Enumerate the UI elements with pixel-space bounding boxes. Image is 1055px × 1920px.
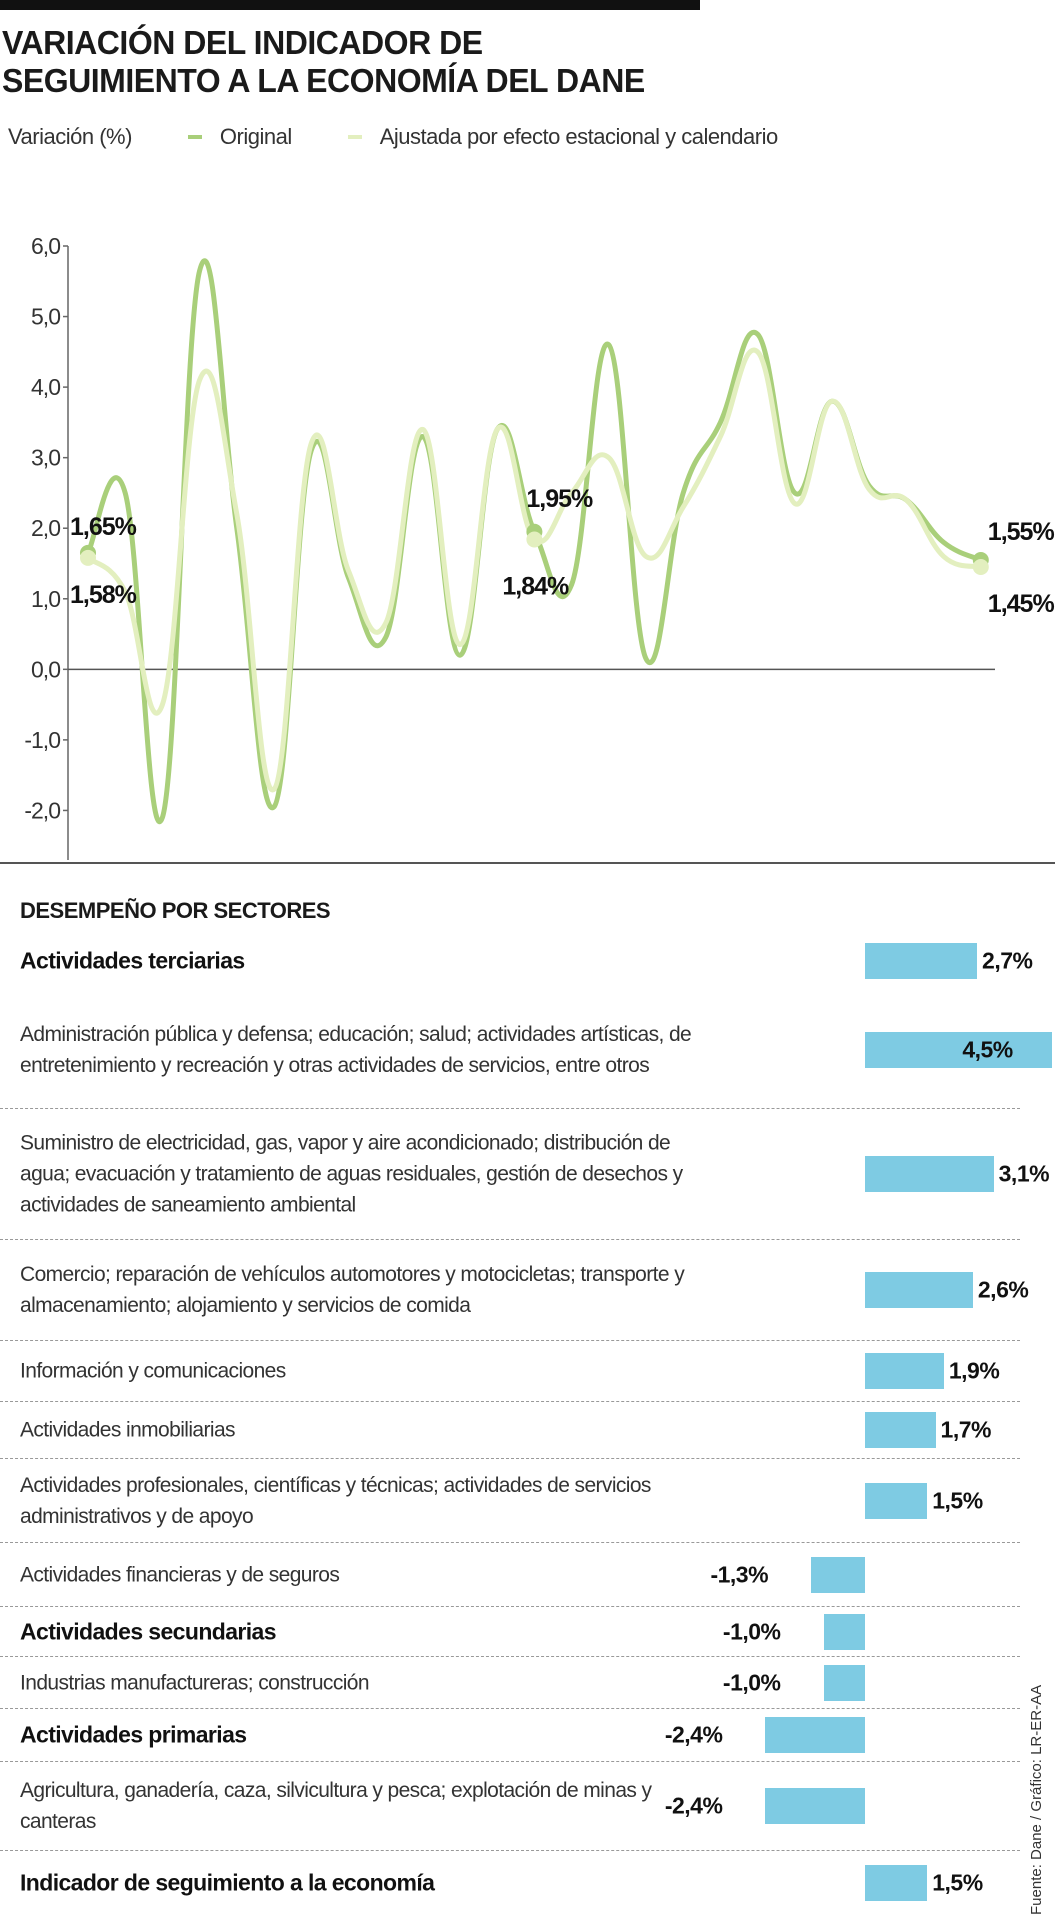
- sector-label: Actividades primarias: [20, 1721, 247, 1748]
- sector-row: Actividades financieras y de seguros -1,3…: [0, 1543, 1020, 1607]
- sector-bar: [865, 1353, 944, 1389]
- source-credit: Fuente: Dane / Gráfico: LR-ER-AA: [1028, 1684, 1045, 1915]
- sector-bar: [823, 1613, 865, 1650]
- sector-row: Actividades secundarias -1,0%: [0, 1607, 1020, 1657]
- sector-value: 1,5%: [932, 1487, 983, 1513]
- legend-swatch-original: [187, 135, 202, 139]
- legend-label-original: Original: [219, 124, 292, 149]
- sector-label: Suministro de electricidad, gas, vapor y…: [20, 1131, 683, 1217]
- sector-label: Actividades profesionales, científicas y…: [20, 1473, 651, 1528]
- sector-row: Actividades profesionales, científicas y…: [0, 1459, 1020, 1543]
- sector-row: Actividades inmobiliarias 1,7%: [0, 1402, 1020, 1459]
- y-tick-label: 1,0: [31, 586, 60, 612]
- y-tick-label: -2,0: [24, 797, 60, 823]
- sector-bar: [865, 1865, 928, 1901]
- sector-bar: [811, 1556, 865, 1593]
- y-tick-label: 4,0: [31, 374, 60, 400]
- data-point-marker: [80, 549, 96, 566]
- sector-row: Indicador de seguimiento a la economía 1,…: [0, 1851, 1020, 1915]
- sector-row: Actividades primarias -2,4%: [0, 1709, 1020, 1762]
- sector-label: Actividades financieras y de seguros: [20, 1563, 340, 1586]
- sector-value: 4,5%: [962, 1036, 1013, 1062]
- sector-label: Actividades secundarias: [20, 1618, 277, 1644]
- y-tick-label: 6,0: [31, 233, 60, 259]
- top-rule: [0, 0, 700, 10]
- chart-legend: Variación (%) Original Ajustada por efec…: [8, 124, 778, 150]
- sector-value: -2,4%: [664, 1721, 723, 1748]
- sectors-title: DESEMPEÑO POR SECTORES: [20, 898, 331, 923]
- legend-label-adjusted: Ajustada por efecto estacional y calenda…: [379, 124, 778, 149]
- line-chart: 6,05,04,03,02,01,00,0-1,0-2,0-3,0enefebm…: [24, 233, 1055, 860]
- page-title: VARIACIÓN DEL INDICADOR DE SEGUIMIENTO A…: [2, 24, 645, 100]
- sector-bar: [865, 1031, 1052, 1068]
- sector-label: Comercio; reparación de vehículos automo…: [20, 1263, 685, 1317]
- sector-bar: [865, 1482, 928, 1519]
- sector-value: -1,0%: [722, 1618, 781, 1644]
- sector-row: Suministro de electricidad, gas, vapor y…: [0, 1109, 1050, 1240]
- y-tick-label: 3,0: [31, 445, 60, 471]
- sector-value: 2,7%: [982, 947, 1033, 973]
- sector-value: -1,3%: [710, 1561, 769, 1587]
- data-label: 1,95%: [526, 485, 593, 513]
- sector-row: Agricultura, ganadería, caza, silvicultu…: [0, 1762, 1020, 1851]
- sector-label: Actividades inmobiliarias: [20, 1418, 236, 1442]
- sector-value: 3,1%: [998, 1160, 1050, 1187]
- sector-value: 1,9%: [948, 1357, 1000, 1384]
- sector-value: 2,6%: [977, 1276, 1029, 1303]
- data-label: 1,84%: [502, 573, 569, 601]
- y-tick-label: -1,0: [24, 727, 60, 753]
- sector-bar: [865, 1272, 973, 1308]
- sector-bar: [823, 1664, 865, 1701]
- sector-row: Industrias manufactureras; construcción -…: [0, 1657, 1020, 1709]
- sector-label: Industrias manufactureras; construcción: [20, 1671, 370, 1694]
- sector-label: Información y comunicaciones: [20, 1359, 286, 1383]
- data-point-marker: [972, 559, 989, 576]
- sector-row: Comercio; reparación de vehículos automo…: [0, 1240, 1029, 1341]
- sector-value: -1,0%: [722, 1669, 781, 1695]
- y-tick-label: 5,0: [31, 304, 60, 330]
- title-line-2: SEGUIMIENTO A LA ECONOMÍA DEL DANE: [2, 62, 645, 99]
- legend-swatch-adjusted: [347, 135, 362, 139]
- sector-value: -2,4%: [664, 1792, 723, 1819]
- sector-bar: [865, 942, 978, 979]
- sector-bar: [765, 1717, 865, 1753]
- data-label: 1,55%: [988, 518, 1055, 546]
- title-line-1: VARIACIÓN DEL INDICADOR DE: [2, 24, 483, 61]
- sector-bar: [765, 1788, 865, 1824]
- series-line-adjusted: [85, 347, 984, 793]
- sector-label: Agricultura, ganadería, caza, silvicultu…: [20, 1779, 652, 1833]
- sector-bar: [865, 1412, 936, 1448]
- data-point-marker: [526, 531, 543, 548]
- data-label: 1,65%: [70, 513, 137, 541]
- sector-label: Administración pública y defensa; educac…: [20, 1022, 692, 1077]
- sector-label: Actividades terciarias: [20, 947, 245, 973]
- sector-row: Actividades terciarias 2,7%: [0, 930, 1033, 991]
- y-axis-label: Variación (%): [8, 124, 132, 149]
- y-tick-label: 2,0: [31, 515, 60, 541]
- sector-value: 1,5%: [932, 1869, 983, 1896]
- sectors-divider: [0, 862, 1055, 864]
- sector-row: Información y comunicaciones 1,9%: [0, 1341, 1020, 1402]
- data-label: 1,45%: [988, 590, 1055, 618]
- sector-label: Indicador de seguimiento a la economía: [20, 1869, 435, 1896]
- data-label: 1,58%: [70, 581, 137, 609]
- sector-row: Administración pública y defensa; educac…: [0, 991, 1052, 1109]
- sector-value: 1,7%: [940, 1416, 992, 1443]
- y-tick-label: 0,0: [31, 656, 60, 682]
- sector-bar: [865, 1156, 994, 1192]
